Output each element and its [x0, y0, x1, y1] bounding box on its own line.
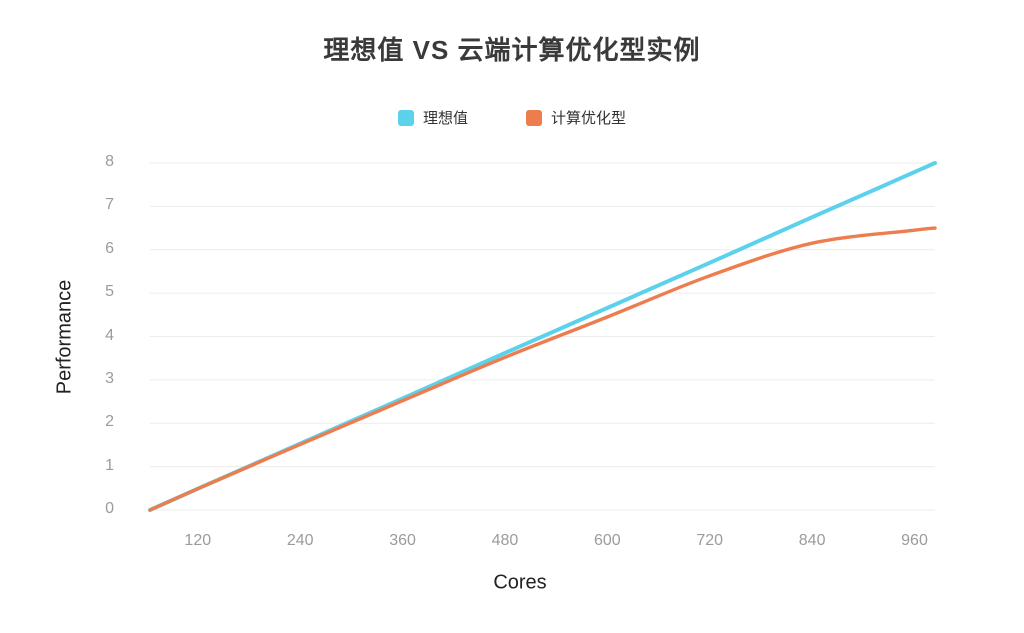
x-tick-label: 120 [184, 532, 212, 549]
legend-item-ideal[interactable]: 理想值 [397, 107, 468, 128]
x-tick-label: 720 [696, 532, 724, 549]
x-tick-label: 480 [491, 532, 519, 549]
legend-item-optimized[interactable]: 计算优化型 [526, 107, 626, 128]
x-tick-label: 960 [901, 532, 928, 549]
chart-title: 理想值 VS 云端计算优化型实例 [323, 35, 701, 65]
y-tick-label: 8 [105, 153, 114, 170]
x-tick-label: 240 [286, 532, 314, 549]
y-tick-label: 7 [105, 196, 114, 214]
y-tick-label: 1 [105, 456, 114, 474]
x-tick-label: 840 [798, 532, 826, 549]
y-tick-label: 4 [105, 326, 114, 344]
y-tick-label: 6 [105, 239, 114, 257]
y-tick-label: 0 [105, 500, 114, 517]
legend-label-ideal: 理想值 [422, 110, 468, 127]
x-tick-label: 360 [389, 532, 416, 549]
series-line-optimized [148, 226, 937, 512]
y-tick-label: 5 [105, 283, 114, 301]
x-tick-label: 600 [593, 532, 621, 549]
y-axis-title: Performance [53, 279, 76, 395]
legend: 理想值 计算优化型 [0, 107, 1024, 128]
legend-swatch-ideal-icon [397, 109, 414, 126]
y-tick-label: 3 [105, 369, 114, 387]
x-axis-title: Cores [493, 571, 547, 594]
legend-swatch-optimized-icon [526, 109, 542, 126]
legend-label-optimized: 计算优化型 [551, 110, 627, 127]
y-tick-label: 2 [105, 413, 114, 431]
